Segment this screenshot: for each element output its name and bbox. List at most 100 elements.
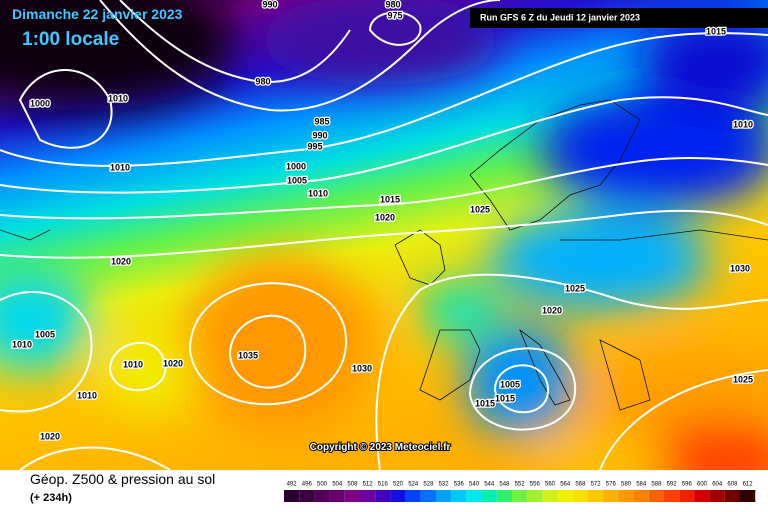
legend-swatch (481, 490, 497, 502)
isobar-label: 990 (262, 0, 277, 9)
legend-swatch (344, 490, 360, 502)
legend-swatch (618, 490, 634, 502)
legend-swatch (664, 490, 680, 502)
isobar-label: 1000 (286, 161, 306, 171)
isobar-label: 1025 (470, 204, 490, 214)
isobar-label: 1020 (375, 212, 395, 222)
isobar-label: 1010 (12, 339, 32, 349)
legend-label: 600 (697, 482, 708, 488)
isobar-label: 1030 (352, 363, 372, 373)
legend-swatch (633, 490, 649, 502)
legend-label: 584 (636, 482, 647, 488)
isobar-label: 1000 (30, 98, 50, 108)
isobar-label: 1010 (308, 188, 328, 198)
legend-swatch (451, 490, 467, 502)
legend-label: 572 (591, 482, 602, 488)
legend-swatch (709, 490, 725, 502)
local-time: 1:00 locale (22, 29, 119, 50)
legend-swatch (360, 490, 376, 502)
legend-label: 492 (287, 482, 298, 488)
isobar-label: 1035 (238, 350, 258, 360)
isobar-label: 1010 (733, 119, 753, 129)
isobar-label: 1030 (730, 263, 750, 273)
color-legend: 492 496 500 504 508 512 516 520 524 528 532 536 540 5… (284, 482, 756, 502)
legend-label: 552 (515, 482, 526, 488)
legend-swatch (496, 490, 512, 502)
legend-label: 564 (560, 482, 571, 488)
legend-label: 596 (682, 482, 693, 488)
legend-swatch (284, 490, 300, 502)
legend-swatch (314, 490, 330, 502)
legend-swatch (542, 490, 558, 502)
legend-label: 592 (667, 482, 678, 488)
legend-label: 532 (439, 482, 450, 488)
legend-label: 612 (743, 482, 754, 488)
legend-label: 568 (575, 482, 586, 488)
legend-label: 512 (363, 482, 374, 488)
legend-label: 604 (712, 482, 723, 488)
legend-swatch (572, 490, 588, 502)
legend-swatch (329, 490, 345, 502)
legend-label: 496 (302, 482, 313, 488)
isobar-label: 1025 (733, 374, 753, 384)
forecast-date: Dimanche 22 janvier 2023 (12, 6, 183, 22)
legend-swatch (527, 490, 543, 502)
isobar-label: 1010 (108, 93, 128, 103)
legend-swatch (557, 490, 573, 502)
legend-label: 500 (317, 482, 328, 488)
legend-swatch (405, 490, 421, 502)
isobar-label: 1015 (706, 26, 726, 36)
legend-label: 560 (545, 482, 556, 488)
legend-swatch (466, 490, 482, 502)
isobar-label: 1020 (163, 358, 183, 368)
legend-swatch (512, 490, 528, 502)
legend-label: 608 (727, 482, 738, 488)
legend-label: 556 (530, 482, 541, 488)
legend-swatch (694, 490, 710, 502)
isobar-label: 980 (385, 0, 400, 9)
isobar-label: 1015 (495, 393, 515, 403)
isobar-label: 1005 (287, 175, 307, 185)
legend-label: 540 (469, 482, 480, 488)
isobar-label: 1010 (123, 359, 143, 369)
legend-label: 580 (621, 482, 632, 488)
legend-swatch (679, 490, 695, 502)
isobar-label: 990 (312, 130, 327, 140)
legend-swatch (390, 490, 406, 502)
isobar-label: 1005 (35, 329, 55, 339)
legend-label: 508 (347, 482, 358, 488)
legend-swatch (375, 490, 391, 502)
legend-label: 504 (332, 482, 343, 488)
copyright: Copyright © 2023 Meteociel.fr (310, 442, 451, 453)
isobar-label: 1020 (542, 305, 562, 315)
isobar-label: 1015 (380, 194, 400, 204)
legend-label: 528 (423, 482, 434, 488)
isobar-label: 1010 (77, 390, 97, 400)
legend-swatch (724, 490, 740, 502)
map-background (0, 0, 768, 470)
legend-label: 544 (484, 482, 495, 488)
isobar-label: 1025 (565, 283, 585, 293)
isobar-label: 975 (387, 10, 402, 20)
isobar-label: 1020 (111, 256, 131, 266)
legend-swatch (436, 490, 452, 502)
legend-swatch (299, 490, 315, 502)
isobar-label: 1020 (40, 431, 60, 441)
isobar-label: 1015 (475, 398, 495, 408)
legend-label: 516 (378, 482, 389, 488)
run-info: Run GFS 6 Z du Jeudi 12 janvier 2023 (480, 12, 640, 22)
legend-label: 520 (393, 482, 404, 488)
isobars (0, 0, 768, 470)
legend-label: 588 (651, 482, 662, 488)
isobar-label: 995 (307, 141, 322, 151)
legend-label: 524 (408, 482, 419, 488)
lead-time: (+ 234h) (30, 492, 72, 504)
isobar-label: 980 (255, 76, 270, 86)
isobar-label: 985 (314, 116, 329, 126)
footer-title: Géop. Z500 & pression au sol (30, 471, 215, 487)
legend-swatch (648, 490, 664, 502)
legend-swatch (740, 490, 756, 502)
run-box (470, 8, 768, 28)
